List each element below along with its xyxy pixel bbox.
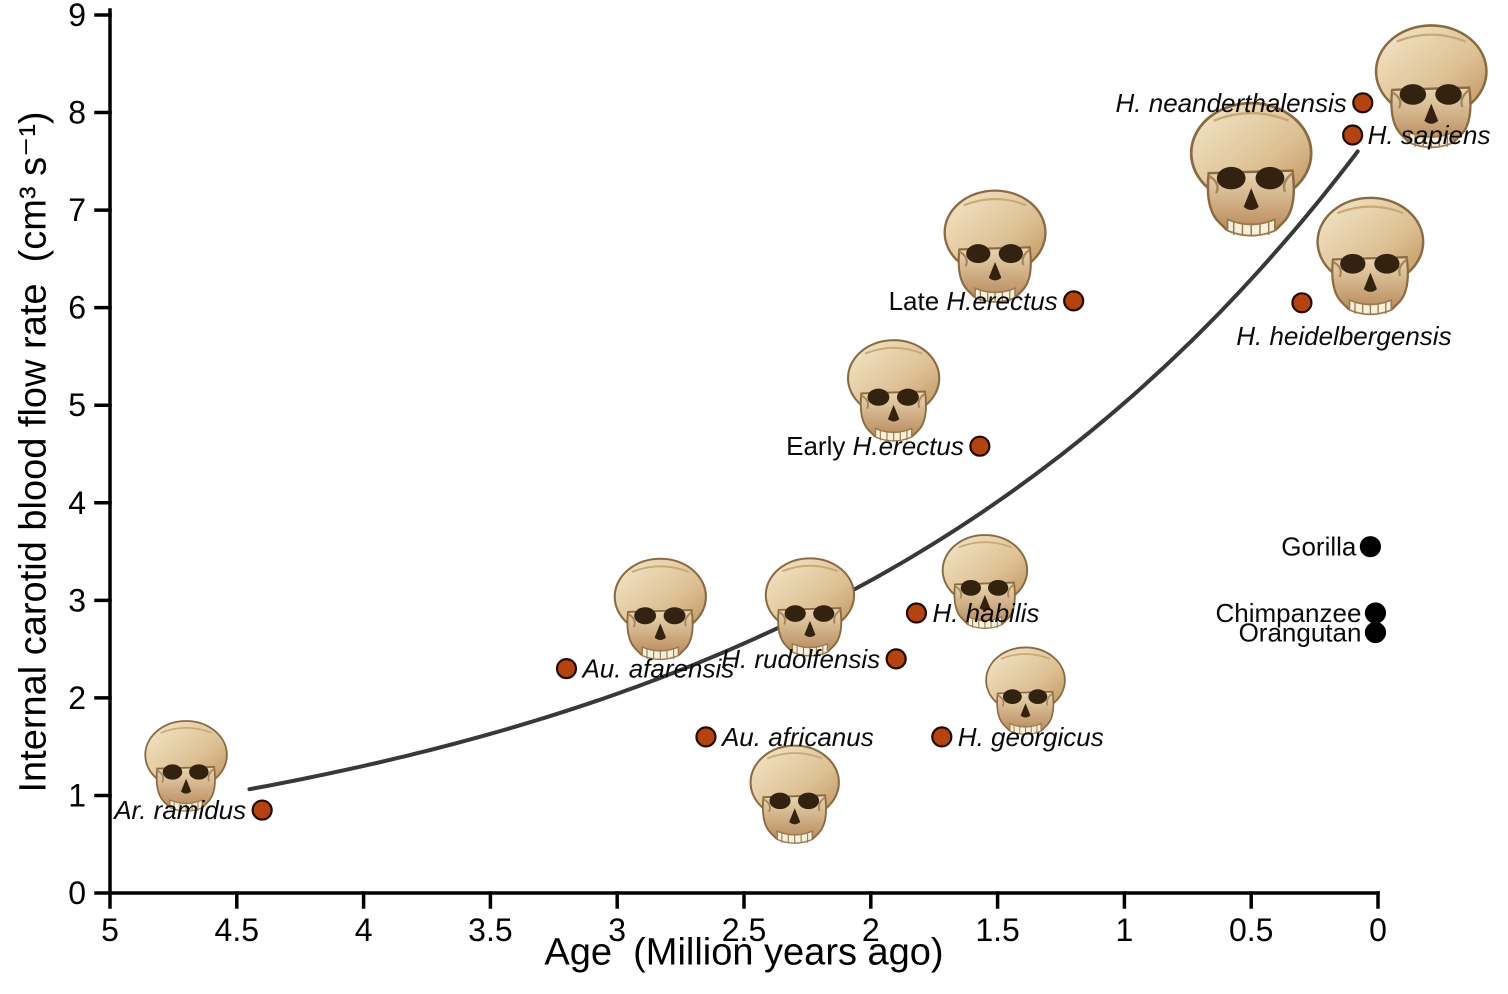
skull-icon-ar-ramidus <box>144 720 228 812</box>
point-label: Gorilla <box>1281 532 1357 562</box>
data-point-au-afarensis <box>555 658 578 680</box>
data-point-late-h-erectus <box>1063 290 1085 312</box>
point-label: Au. africanus <box>720 722 874 752</box>
y-tick-label: 8 <box>68 95 86 131</box>
data-point-au-africanus <box>695 726 717 748</box>
tick-labels-layer: 5 4.5 4 3.5 3 2.5 2 1.5 1 0.5 0 0 1 2 3 4 5 6 7 8 9 <box>68 0 1387 948</box>
skull-icon-au-africanus <box>749 744 840 844</box>
data-point-gorilla <box>1359 536 1381 558</box>
skull-icon-early-h-erectus <box>846 339 941 442</box>
x-tick-label: 0 <box>1369 912 1387 948</box>
skull-icon-h-georgicus <box>985 646 1066 735</box>
point-label: Au. afarensis <box>580 654 734 684</box>
data-point-orangutan <box>1364 621 1387 644</box>
point-label: H. heidelbergensis <box>1236 321 1451 351</box>
point-label: Chimpanzee <box>1215 598 1361 628</box>
skull-icon-late-h-erectus <box>943 189 1047 303</box>
x-tick-label: 4 <box>355 912 373 948</box>
tick-labels: 5 4.5 4 3.5 3 2.5 2 1.5 1 0.5 0 0 1 2 3 4 5 6 7 8 9 <box>68 0 1387 948</box>
x-tick-label: 3 <box>608 912 626 948</box>
skull-icon-h-neanderthalensis <box>1189 101 1313 237</box>
skull-icon-au-afarensis <box>613 557 707 661</box>
data-point-h-heidelbergensis <box>1291 292 1313 314</box>
y-tick-label: 7 <box>68 192 86 228</box>
y-tick-label: 9 <box>68 0 86 33</box>
point-label: Late H.erectus <box>889 286 1058 316</box>
point-label: Orangutan <box>1239 618 1362 648</box>
axis-lines <box>94 8 1380 909</box>
x-tick-label: 5 <box>101 912 119 948</box>
axes-layer <box>94 8 1380 909</box>
y-axis-label: Internal carotid blood flow rate (cm³ s⁻… <box>12 111 55 793</box>
trend-curve-layer <box>247 149 1360 792</box>
trend-curve <box>247 149 1360 792</box>
y-tick-label: 3 <box>68 582 86 618</box>
x-tick-label: 4.5 <box>215 912 259 948</box>
point-labels-layer: Ar. ramidus Au. afarensis Au. africanus H. … <box>112 88 1490 825</box>
x-axis-label: Age (Million years ago) <box>544 931 944 974</box>
data-point-ar-ramidus <box>251 799 273 821</box>
y-tick-label: 4 <box>68 485 86 521</box>
data-point-h-neanderthalensis <box>1352 92 1374 114</box>
skull-illustrations-layer <box>144 24 1488 844</box>
skull-icon-h-heidelbergensis <box>1316 196 1425 316</box>
point-label: H. sapiens <box>1368 120 1491 150</box>
data-point-h-sapiens <box>1342 124 1364 146</box>
data-point-early-h-erectus <box>969 435 991 457</box>
skull-icon-h-sapiens <box>1374 24 1488 149</box>
x-tick-label: 3.5 <box>468 912 512 948</box>
data-points-layer <box>251 92 1387 821</box>
x-tick-label: 2 <box>862 912 880 948</box>
y-tick-label: 2 <box>68 680 86 716</box>
x-tick-label: 0.5 <box>1229 912 1273 948</box>
y-tick-label: 5 <box>68 387 86 423</box>
data-point-h-georgicus <box>931 726 953 748</box>
x-tick-label: 1 <box>1116 912 1134 948</box>
y-tick-label: 0 <box>68 875 86 911</box>
x-tick-label: 1.5 <box>975 912 1019 948</box>
point-label: H. georgicus <box>958 722 1104 752</box>
point-label: H. neanderthalensis <box>1116 88 1347 118</box>
y-tick-label: 1 <box>68 777 86 813</box>
data-point-h-rudolfensis <box>885 648 907 670</box>
data-point-h-habilis <box>905 602 928 624</box>
skull-icon-h-habilis <box>941 534 1029 630</box>
point-label: H. habilis <box>932 598 1039 628</box>
point-labels: Ar. ramidus Au. afarensis Au. africanus H. … <box>112 88 1490 825</box>
data-point-chimpanzee <box>1364 602 1387 624</box>
point-label: Ar. ramidus <box>112 795 246 825</box>
x-tick-label: 2.5 <box>722 912 766 948</box>
skull-icon-h-rudolfensis <box>764 557 856 657</box>
point-label: Early H.erectus <box>786 431 964 461</box>
point-label: H. rudolfensis <box>721 644 880 674</box>
y-tick-label: 6 <box>68 290 86 326</box>
